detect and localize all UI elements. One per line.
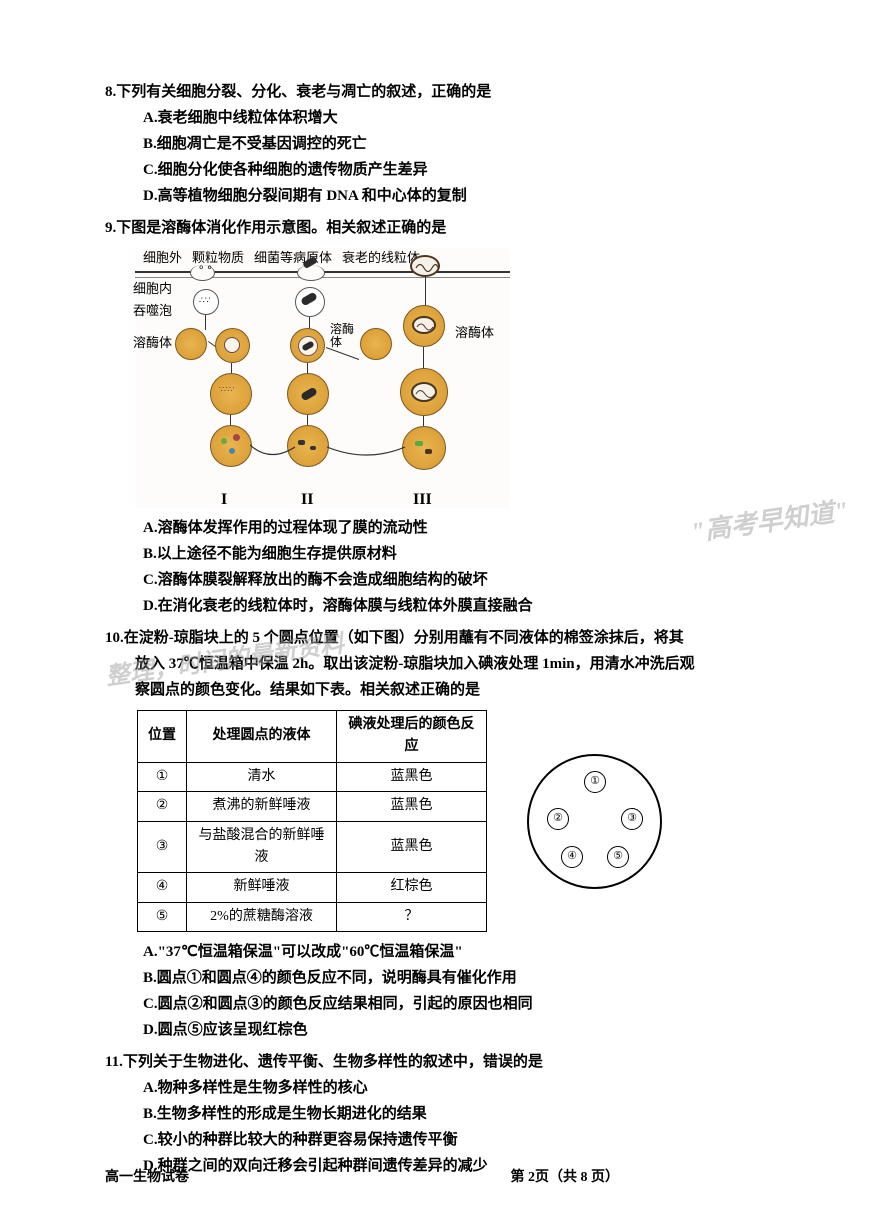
dot-2: ② <box>547 808 569 830</box>
roman-2: II <box>301 487 313 513</box>
cell: ② <box>138 792 187 821</box>
q9-options: "高考早知道" A.溶酶体发挥作用的过程体现了膜的流动性 B.以上途径不能为细胞… <box>105 516 769 618</box>
cell: 新鲜唾液 <box>187 873 337 902</box>
q9-option-c: C.溶酶体膜裂解释放出的酶不会造成细胞结构的破坏 <box>143 568 769 592</box>
q10-option-c: C.圆点②和圆点③的颜色反应结果相同，引起的原因也相同 <box>143 992 769 1016</box>
lysosome-diagram: 细胞外 颗粒物质 细菌等病原体 衰老的线粒体 细胞内 吞噬泡 溶酶体 溶酶体 溶… <box>135 248 510 508</box>
q10-option-a: A."37℃恒温箱保温"可以改成"60℃恒温箱保温" <box>143 940 769 964</box>
circle-plate-diagram: ① ② ③ ④ ⑤ <box>527 754 662 889</box>
cell: 清水 <box>187 762 337 791</box>
dot-5: ⑤ <box>607 846 629 868</box>
question-11: 11.下列关于生物进化、遗传平衡、生物多样性的叙述中，错误的是 A.物种多样性是… <box>105 1050 769 1178</box>
cell: 蓝黑色 <box>337 792 487 821</box>
question-10: 整理，时间的最新资料 10.在淀粉-琼脂块上的 5 个圆点位置（如下图）分别用蘸… <box>105 626 769 1042</box>
cell: ① <box>138 762 187 791</box>
q9-option-a: A.溶酶体发挥作用的过程体现了膜的流动性 <box>143 516 769 540</box>
experiment-table: 位置 处理圆点的液体 碘液处理后的颜色反应 ①清水蓝黑色 ②煮沸的新鲜唾液蓝黑色… <box>137 710 487 932</box>
cell: ③ <box>138 821 187 873</box>
q8-options: A.衰老细胞中线粒体体积增大 B.细胞凋亡是不受基因调控的死亡 C.细胞分化使各… <box>105 106 769 208</box>
label-outside: 细胞外 <box>143 248 182 269</box>
q8-option-b: B.细胞凋亡是不受基因调控的死亡 <box>143 132 769 156</box>
cell: 红棕色 <box>337 873 487 902</box>
label-lyso3: 溶酶体 <box>455 323 494 344</box>
question-8: 8.下列有关细胞分裂、分化、衰老与凋亡的叙述，正确的是 A.衰老细胞中线粒体体积… <box>105 80 769 208</box>
roman-3: III <box>413 487 432 513</box>
cell: ⑤ <box>138 902 187 931</box>
q10-option-d: D.圆点⑤应该呈现红棕色 <box>143 1018 769 1042</box>
label-inside: 细胞内 <box>133 279 172 300</box>
roman-1: I <box>221 487 227 513</box>
q8-option-a: A.衰老细胞中线粒体体积增大 <box>143 106 769 130</box>
q9-stem: 9.下图是溶酶体消化作用示意图。相关叙述正确的是 <box>105 216 769 240</box>
q10-stem-2: 放入 37℃恒温箱中保温 2h。取出该淀粉-琼脂块加入碘液处理 1min，用清水… <box>105 652 769 676</box>
cell: 与盐酸混合的新鲜唾液 <box>187 821 337 873</box>
label-phago: 吞噬泡 <box>133 301 172 322</box>
q10-options: A."37℃恒温箱保温"可以改成"60℃恒温箱保温" B.圆点①和圆点④的颜色反… <box>105 940 769 1042</box>
q10-stem-1: 10.在淀粉-琼脂块上的 5 个圆点位置（如下图）分别用蘸有不同液体的棉签涂抹后… <box>105 626 769 650</box>
q10-option-b: B.圆点①和圆点④的颜色反应不同，说明酶具有催化作用 <box>143 966 769 990</box>
cell: 蓝黑色 <box>337 821 487 873</box>
cell: 2%的蔗糖酶溶液 <box>187 902 337 931</box>
footer-left: 高一生物试卷 <box>105 1167 189 1189</box>
q9-option-b: B.以上途径不能为细胞生存提供原材料 <box>143 542 769 566</box>
cell: 煮沸的新鲜唾液 <box>187 792 337 821</box>
label-pathogen: 细菌等病原体 <box>254 248 332 269</box>
footer-right: 第 2页（共 8 页） <box>511 1167 620 1189</box>
q11-options: A.物种多样性是生物多样性的核心 B.生物多样性的形成是生物长期进化的结果 C.… <box>105 1076 769 1178</box>
q11-option-b: B.生物多样性的形成是生物长期进化的结果 <box>143 1102 769 1126</box>
label-oldmito: 衰老的线粒体 <box>342 248 420 269</box>
cell: ？ <box>337 902 487 931</box>
question-9: 9.下图是溶酶体消化作用示意图。相关叙述正确的是 细胞外 颗粒物质 细菌等病原体… <box>105 216 769 618</box>
q11-stem: 11.下列关于生物进化、遗传平衡、生物多样性的叙述中，错误的是 <box>105 1050 769 1074</box>
cell: 蓝黑色 <box>337 762 487 791</box>
q8-option-d: D.高等植物细胞分裂间期有 DNA 和中心体的复制 <box>143 184 769 208</box>
q10-stem-3: 察圆点的颜色变化。结果如下表。相关叙述正确的是 <box>105 678 769 702</box>
table-area: 位置 处理圆点的液体 碘液处理后的颜色反应 ①清水蓝黑色 ②煮沸的新鲜唾液蓝黑色… <box>137 710 769 932</box>
q9-option-d: D.在消化衰老的线粒体时，溶酶体膜与线粒体外膜直接融合 <box>143 594 769 618</box>
q8-option-c: C.细胞分化使各种细胞的遗传物质产生差异 <box>143 158 769 182</box>
th-3: 碘液处理后的颜色反应 <box>337 711 487 763</box>
dot-3: ③ <box>621 808 643 830</box>
dot-1: ① <box>584 771 606 793</box>
label-lyso2: 溶酶体 <box>330 323 354 349</box>
dot-4: ④ <box>561 846 583 868</box>
th-1: 位置 <box>138 711 187 763</box>
th-2: 处理圆点的液体 <box>187 711 337 763</box>
q11-option-c: C.较小的种群比较大的种群更容易保持遗传平衡 <box>143 1128 769 1152</box>
cell: ④ <box>138 873 187 902</box>
page-footer: 高一生物试卷 第 2页（共 8 页） <box>105 1167 769 1189</box>
label-lyso: 溶酶体 <box>133 333 172 354</box>
q11-option-a: A.物种多样性是生物多样性的核心 <box>143 1076 769 1100</box>
q8-stem: 8.下列有关细胞分裂、分化、衰老与凋亡的叙述，正确的是 <box>105 80 769 104</box>
